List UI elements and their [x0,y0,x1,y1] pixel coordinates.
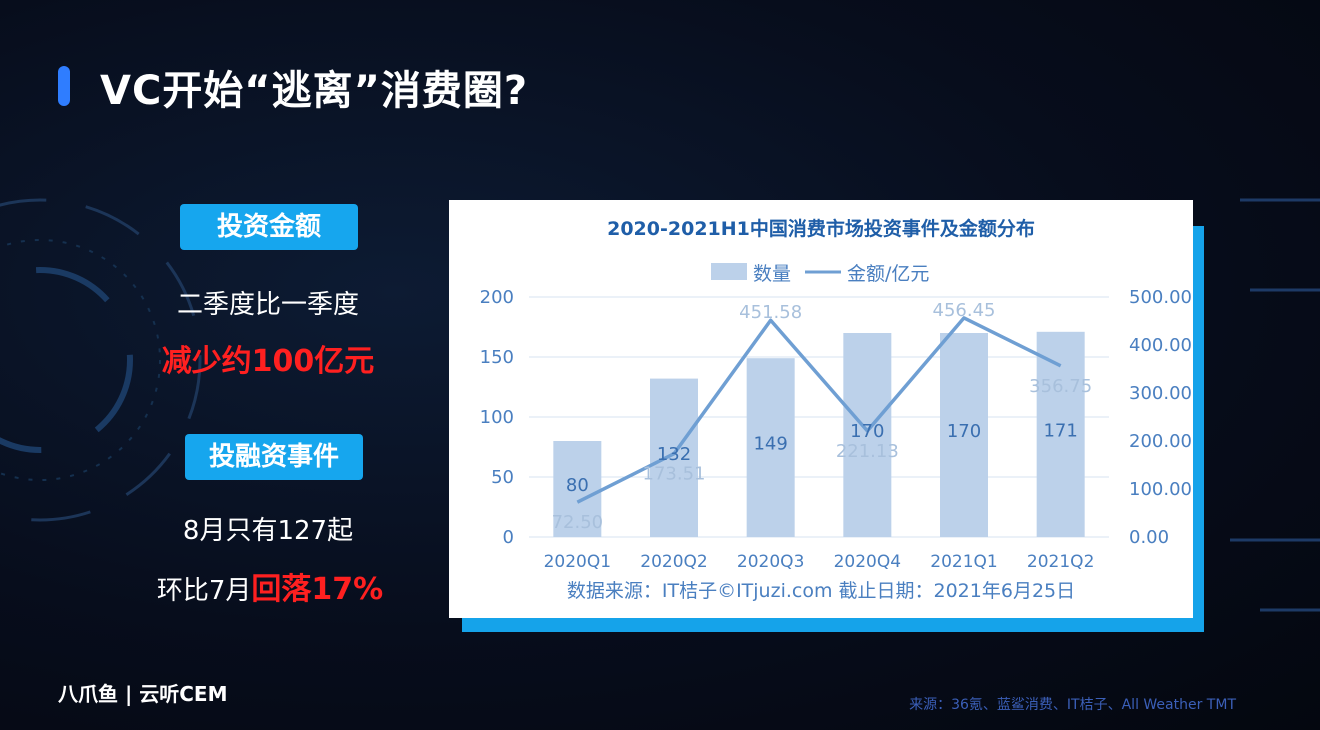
events-mom-highlight: 回落17% [251,572,384,607]
line-data-label: 221.13 [836,441,899,462]
bar-data-label: 80 [566,475,589,496]
legend-bar-label: 数量 [753,263,791,285]
chart-card: 2020-2021H1中国消费市场投资事件及金额分布数量 金额/亿元 0 50 100 1… [449,200,1193,618]
x-tick-label: 2020Q2 [640,552,707,572]
x-tick-label: 2021Q1 [930,552,997,572]
y-left-tick-label: 150 [480,347,514,368]
y-left-tick-label: 200 [480,287,514,308]
bar-data-label: 170 [947,421,981,442]
bar [1036,331,1085,537]
x-tick-label: 2020Q3 [737,552,804,572]
bar [650,378,698,537]
bar [746,358,795,537]
bar-data-label: 171 [1043,420,1077,441]
y-left-tick-label: 100 [480,407,514,428]
line-data-label: 456.45 [933,300,996,321]
y-right-tick-label: 500.00 [1129,287,1192,308]
events-mom-text: 环比7月回落17% [140,564,400,608]
legend-line-label: 金额/亿元 [847,263,929,285]
chart-title: 2020-2021H1中国消费市场投资事件及金额分布 [607,217,1035,240]
badge-investment-amount: 投资金额 [180,204,358,250]
y-right-tick-label: 400.00 [1129,335,1192,356]
amount-line [576,316,1062,504]
line-data-label: 72.50 [552,512,604,533]
y-right-tick-label: 0.00 [1129,527,1169,548]
bar-data-label: 170 [850,421,884,442]
y-right-tick-label: 100.00 [1129,479,1192,500]
line-data-label: 173.51 [643,464,706,485]
footer-source: 来源：36氪、蓝鲨消费、IT桔子、All Weather TMT [909,697,1236,713]
bar [553,441,602,537]
bar [940,333,988,537]
bar-data-label: 132 [657,444,691,465]
x-tick-label: 2020Q1 [544,552,611,572]
line-data-label: 451.58 [739,302,802,323]
footer-logo: 八爪鱼 | 云听CEM [58,682,228,706]
bar [843,333,892,537]
y-left-tick-label: 0 [503,527,514,548]
bar-data-label: 149 [753,434,787,455]
badge-financing-events: 投融资事件 [185,434,363,480]
amount-decrease-text: 减少约100亿元 [161,344,375,379]
title-accent-bar [58,66,70,106]
legend-bar-swatch [711,263,747,280]
line-data-label: 356.75 [1029,376,1092,397]
x-tick-label: 2020Q4 [834,552,901,572]
y-right-tick-label: 300.00 [1129,383,1192,404]
x-tick-label: 2021Q2 [1027,552,1094,572]
y-right-tick-label: 200.00 [1129,431,1192,452]
page-title: VC开始“逃离”消费圈? [100,68,529,114]
events-mom-prefix: 环比7月 [156,576,252,606]
chart-source-note: 数据来源：IT桔子©ITjuzi.com 截止日期：2021年6月25日 [567,580,1075,602]
amount-comparison-text: 二季度比一季度 [176,290,359,320]
events-august-text: 8月只有127起 [182,516,354,546]
y-left-tick-label: 50 [491,467,514,488]
